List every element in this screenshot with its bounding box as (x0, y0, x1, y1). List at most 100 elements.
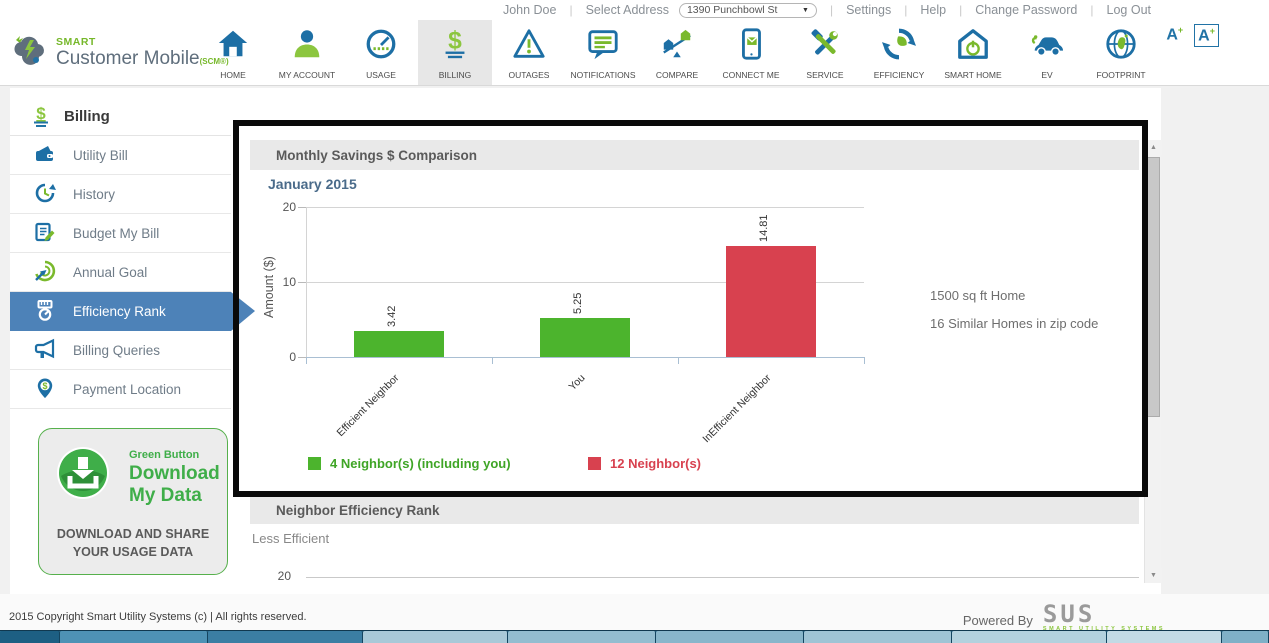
nav-item-connect-me[interactable]: CONNECT ME (714, 20, 788, 85)
taskbar-item[interactable] (60, 631, 208, 643)
top-link-settings[interactable]: Settings (846, 3, 892, 17)
efficiency-rank-icon (10, 299, 56, 324)
annual-goal-icon (10, 260, 56, 285)
font-increase-button[interactable]: A+ (1166, 25, 1184, 44)
billing-dollar-icon: $ (34, 105, 48, 127)
nav-item-service[interactable]: SERVICE (788, 20, 862, 85)
svg-text:$: $ (42, 381, 47, 391)
green-button-download[interactable]: Green Button Download My Data DOWNLOAD A… (38, 428, 228, 575)
brand-cloud-icon (10, 30, 50, 75)
brand-product: Customer Mobile(SCM®) (56, 48, 229, 70)
nav-item-usage[interactable]: USAGE (344, 20, 418, 85)
nav-item-label: BILLING (438, 70, 472, 80)
taskbar-item[interactable] (0, 631, 60, 643)
divider: | (1090, 3, 1094, 17)
sidebar-header: $ Billing (10, 98, 231, 136)
address-value: 1390 Punchbowl St (686, 4, 778, 16)
sidebar-item-utility-bill[interactable]: Utility Bill (10, 136, 231, 175)
svg-text:$: $ (448, 28, 462, 55)
y-axis-line (306, 207, 307, 357)
top-bar: John Doe | Select Address 1390 Punchbowl… (0, 0, 1269, 20)
nav-item-smart-home[interactable]: SMART HOME (936, 20, 1010, 85)
y-tick-mark (298, 282, 306, 283)
sidebar-title: Billing (64, 108, 110, 125)
taskbar-item[interactable] (363, 631, 508, 643)
nav-item-my-account[interactable]: MY ACCOUNT (270, 20, 344, 85)
taskbar-item[interactable] (952, 631, 1107, 643)
selected-item-arrow (231, 292, 255, 331)
nav-item-label: CONNECT ME (722, 70, 780, 80)
nav-item-home[interactable]: HOME (196, 20, 270, 85)
main-panel: $ Billing Utility Bill History Budget My… (10, 88, 1162, 594)
sidebar-item-payment-location[interactable]: $ Payment Location (10, 370, 231, 409)
chevron-down-icon: ▼ (802, 6, 809, 14)
scroll-down-button[interactable]: ▼ (1145, 568, 1162, 583)
nav-item-notifications[interactable]: NOTIFICATIONS (566, 20, 640, 85)
top-link-log-out[interactable]: Log Out (1106, 3, 1151, 17)
svg-text:$: $ (36, 105, 46, 123)
sidebar-item-billing-queries[interactable]: Billing Queries (10, 331, 231, 370)
taskbar-item[interactable] (804, 631, 952, 643)
sidebar-item-label: Efficiency Rank (73, 303, 166, 319)
nav-item-label: EV (1041, 70, 1053, 80)
taskbar-item[interactable] (508, 631, 656, 643)
sidebar-item-budget-my-bill[interactable]: Budget My Bill (10, 214, 231, 253)
sidebar-item-annual-goal[interactable]: Annual Goal (10, 253, 231, 292)
nav-item-footprint[interactable]: FOOTPRINT (1084, 20, 1158, 85)
nav-item-ev[interactable]: EV (1010, 20, 1084, 85)
nav-item-label: SERVICE (806, 70, 844, 80)
nav-item-compare[interactable]: COMPARE (640, 20, 714, 85)
rank-axis-tick: 20 (277, 569, 291, 583)
scrollbar-thumb[interactable] (1146, 157, 1160, 417)
bar-value-efficient-neighbor: 3.42 (386, 305, 398, 328)
green-button-label: Green Button (129, 449, 200, 461)
nav-item-billing[interactable]: $ BILLING (418, 20, 492, 85)
sidebar-item-history[interactable]: History (10, 175, 231, 214)
sidebar-item-label: Annual Goal (73, 264, 148, 280)
ev-icon (1030, 27, 1064, 66)
legend-12-neighbor-s: 12 Neighbor(s) (588, 456, 701, 471)
chart-note-0: 1500 sq ft Home (930, 288, 1026, 303)
green-button-download-label: Download (129, 463, 220, 484)
y-tick-label: 20 (282, 200, 296, 214)
copyright-text: 2015 Copyright Smart Utility Systems (c)… (9, 611, 307, 623)
utility-bill-icon (10, 143, 56, 168)
font-increase-boxed-button[interactable]: A+ (1194, 24, 1219, 48)
scroll-up-button[interactable]: ▲ (1145, 140, 1162, 155)
sus-logo[interactable]: SUS SMART UTILITY SYSTEMS (1043, 602, 1165, 633)
outages-icon (512, 27, 546, 66)
taskbar-item[interactable] (208, 631, 363, 643)
download-icon (55, 445, 111, 506)
address-dropdown[interactable]: 1390 Punchbowl St ▼ (678, 2, 817, 18)
taskbar-item[interactable] (1222, 631, 1269, 643)
notifications-icon (586, 27, 620, 66)
top-link-help[interactable]: Help (920, 3, 947, 17)
taskbar-item[interactable] (656, 631, 804, 643)
divider: | (569, 3, 573, 17)
nav-item-efficiency[interactable]: EFFICIENCY (862, 20, 936, 85)
legend-4-neighbor-s-including-you: 4 Neighbor(s) (including you) (308, 456, 511, 471)
main-nav: HOME MY ACCOUNT USAGE $ BILLING OUTAGES N… (196, 20, 1158, 85)
brand-logo[interactable]: SMART Customer Mobile(SCM®) (10, 30, 229, 75)
main-nav-band: SMART Customer Mobile(SCM®) HOME MY ACCO… (0, 20, 1269, 86)
top-link-change-password[interactable]: Change Password (975, 3, 1078, 17)
sus-wordmark: SUS (1042, 600, 1096, 628)
connect-me-icon (734, 27, 768, 66)
smart-home-icon (956, 27, 990, 66)
bar-efficient-neighbor (354, 331, 444, 357)
home-icon (216, 27, 250, 66)
top-bar-links: Settings | Help | Change Password | Log Out (846, 3, 1151, 17)
chart-panel-header: Monthly Savings $ Comparison (250, 140, 1139, 170)
nav-item-label: HOME (220, 70, 246, 80)
nav-item-outages[interactable]: OUTAGES (492, 20, 566, 85)
sidebar-item-efficiency-rank[interactable]: Efficiency Rank (10, 292, 231, 331)
nav-item-label: EFFICIENCY (873, 70, 925, 80)
taskbar-item[interactable] (1107, 631, 1222, 643)
brand-suffix: (SCM®) (199, 57, 229, 67)
nav-item-label: COMPARE (655, 70, 699, 80)
nav-item-label: NOTIFICATIONS (570, 70, 636, 80)
y-tick-label: 10 (282, 275, 296, 289)
content-scrollbar[interactable]: ▲ ▼ (1144, 140, 1162, 583)
legend-swatch-icon (588, 457, 601, 470)
